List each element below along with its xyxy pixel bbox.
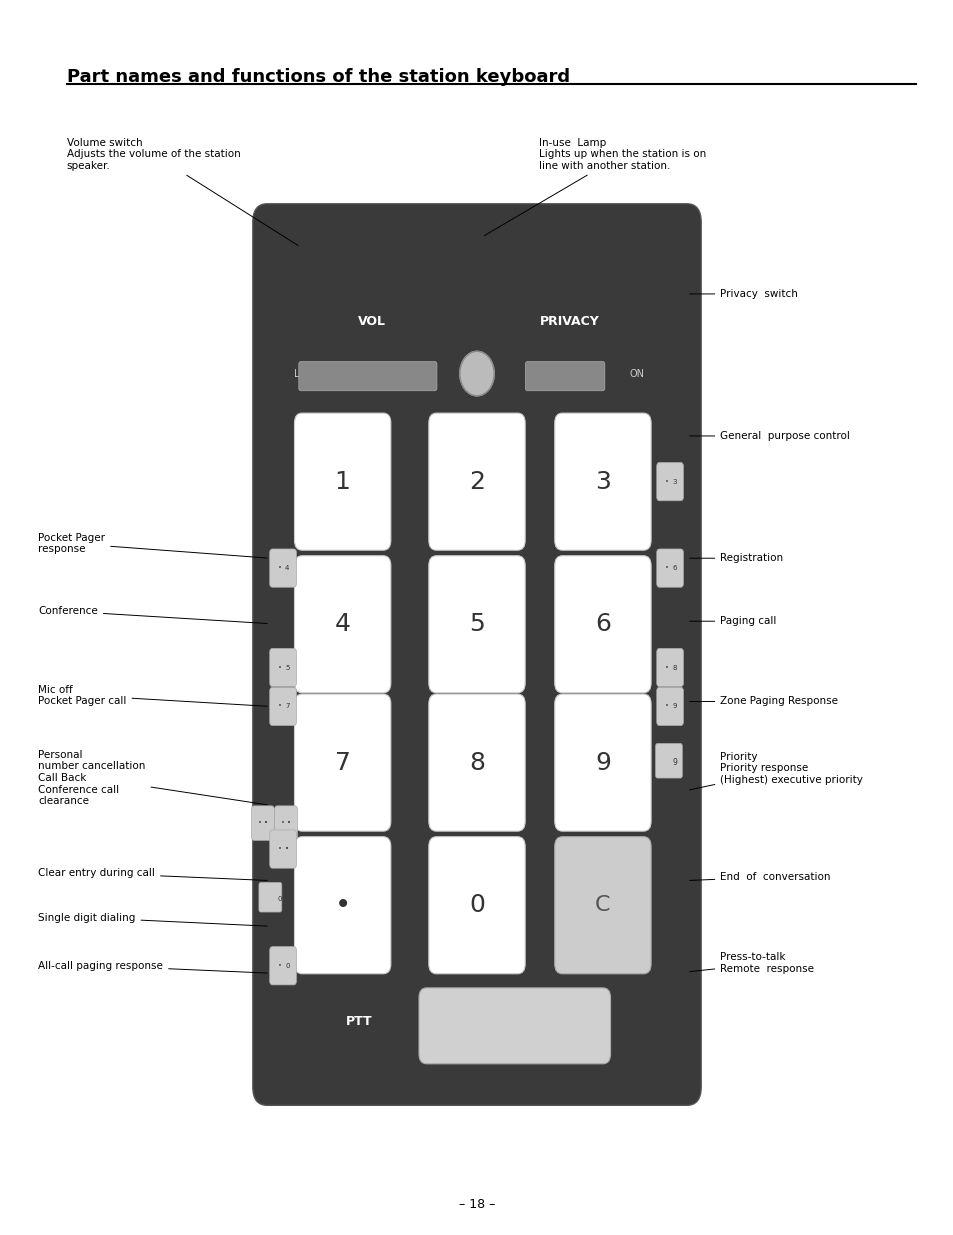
FancyBboxPatch shape [656, 548, 682, 588]
Text: Mic off
Pocket Pager call: Mic off Pocket Pager call [38, 684, 267, 706]
Text: 8: 8 [671, 664, 676, 671]
FancyBboxPatch shape [656, 648, 682, 687]
Text: Zone Paging Response: Zone Paging Response [689, 697, 838, 706]
FancyBboxPatch shape [656, 463, 682, 501]
FancyBboxPatch shape [270, 688, 296, 726]
Text: 0: 0 [277, 897, 282, 902]
FancyBboxPatch shape [270, 830, 296, 868]
Text: •: • [664, 664, 668, 671]
FancyBboxPatch shape [656, 688, 682, 726]
Text: 8: 8 [469, 751, 484, 774]
Text: C: C [595, 895, 610, 915]
Text: 5: 5 [469, 613, 484, 636]
Text: Single digit dialing: Single digit dialing [38, 913, 267, 926]
FancyBboxPatch shape [555, 837, 651, 973]
FancyBboxPatch shape [258, 882, 281, 911]
Text: End  of  conversation: End of conversation [689, 872, 830, 882]
Text: •: • [287, 820, 291, 826]
FancyBboxPatch shape [270, 946, 296, 986]
Text: 6: 6 [671, 566, 676, 571]
Text: •: • [264, 820, 268, 826]
Text: •: • [277, 963, 282, 968]
Text: – 18 –: – 18 – [458, 1198, 495, 1210]
Text: •: • [664, 479, 668, 484]
Text: Volume switch
Adjusts the volume of the station
speaker.: Volume switch Adjusts the volume of the … [67, 138, 298, 246]
Text: Priority
Priority response
(Highest) executive priority: Priority Priority response (Highest) exe… [689, 752, 862, 790]
Text: 0: 0 [469, 893, 484, 918]
Text: PTT: PTT [346, 1015, 373, 1029]
Text: H: H [422, 368, 430, 379]
FancyBboxPatch shape [270, 648, 296, 687]
FancyBboxPatch shape [252, 806, 274, 841]
Text: •: • [335, 892, 351, 919]
Text: 3: 3 [671, 479, 676, 484]
FancyBboxPatch shape [294, 556, 391, 693]
Text: 4: 4 [285, 566, 289, 571]
Text: 1: 1 [335, 469, 351, 494]
Text: All-call paging response: All-call paging response [38, 961, 267, 973]
Text: Clear entry during call: Clear entry during call [38, 868, 267, 881]
Text: 7: 7 [285, 704, 289, 709]
FancyBboxPatch shape [429, 694, 524, 831]
Text: Part names and functions of the station keyboard: Part names and functions of the station … [67, 68, 569, 86]
Text: Personal
number cancellation
Call Back
Conference call
clearance: Personal number cancellation Call Back C… [38, 750, 267, 806]
FancyBboxPatch shape [429, 837, 524, 973]
Text: 7: 7 [335, 751, 351, 774]
Text: •: • [281, 820, 285, 826]
FancyBboxPatch shape [294, 837, 391, 973]
Text: 9: 9 [595, 751, 610, 774]
Text: •: • [258, 820, 262, 826]
FancyBboxPatch shape [270, 548, 296, 588]
Text: •: • [664, 566, 668, 571]
Text: VOL: VOL [357, 315, 386, 329]
FancyBboxPatch shape [294, 694, 391, 831]
Text: General  purpose control: General purpose control [689, 431, 849, 441]
FancyBboxPatch shape [429, 556, 524, 693]
Text: 5: 5 [285, 664, 289, 671]
Circle shape [459, 352, 494, 396]
Text: 2: 2 [469, 469, 484, 494]
Text: •: • [277, 566, 282, 571]
FancyBboxPatch shape [655, 743, 681, 778]
FancyBboxPatch shape [274, 806, 297, 841]
Text: 9: 9 [672, 758, 677, 767]
Text: 4: 4 [335, 613, 351, 636]
FancyBboxPatch shape [418, 988, 610, 1063]
FancyBboxPatch shape [525, 362, 604, 390]
FancyBboxPatch shape [253, 204, 700, 1105]
Text: Pocket Pager
response: Pocket Pager response [38, 532, 267, 558]
FancyBboxPatch shape [298, 362, 436, 390]
Text: 9: 9 [671, 704, 676, 709]
Text: •: • [285, 846, 289, 852]
Text: In-use  Lamp
Lights up when the station is on
line with another station.: In-use Lamp Lights up when the station i… [484, 138, 705, 236]
Text: •: • [277, 664, 282, 671]
Text: L: L [294, 368, 299, 379]
Text: Registration: Registration [689, 553, 782, 563]
Text: •: • [277, 846, 282, 852]
Text: 0: 0 [285, 963, 289, 968]
FancyBboxPatch shape [294, 414, 391, 551]
Text: ON: ON [628, 368, 643, 379]
Text: •: • [277, 704, 282, 709]
Text: Privacy  switch: Privacy switch [689, 289, 798, 299]
FancyBboxPatch shape [555, 414, 651, 551]
Text: Press-to-talk
Remote  response: Press-to-talk Remote response [689, 952, 814, 974]
Text: •: • [664, 704, 668, 709]
Text: Paging call: Paging call [689, 616, 776, 626]
FancyBboxPatch shape [555, 694, 651, 831]
Text: 6: 6 [595, 613, 610, 636]
Text: Conference: Conference [38, 606, 267, 624]
Text: PRIVACY: PRIVACY [538, 315, 598, 329]
FancyBboxPatch shape [555, 556, 651, 693]
Text: 3: 3 [595, 469, 610, 494]
FancyBboxPatch shape [429, 414, 524, 551]
